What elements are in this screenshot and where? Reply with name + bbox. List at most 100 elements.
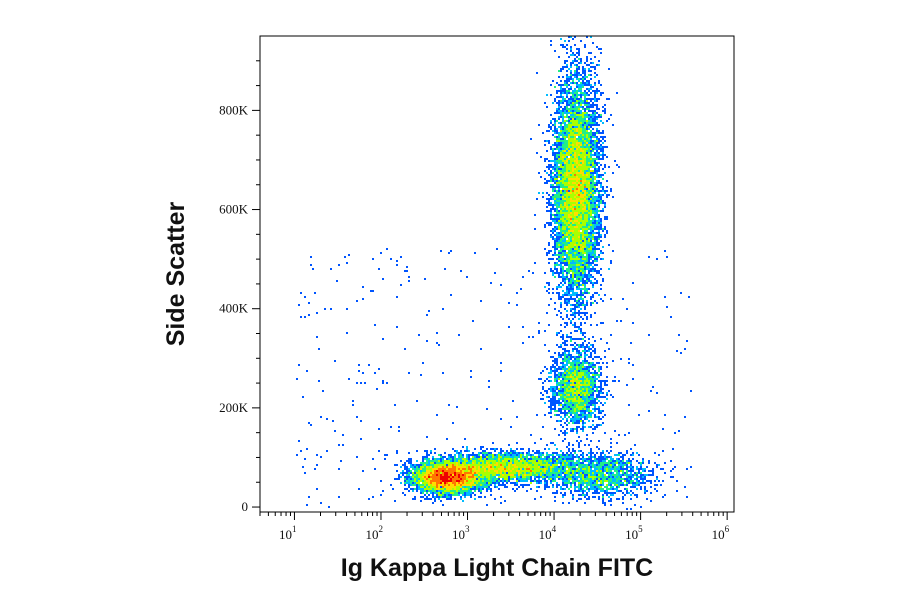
event-dot bbox=[556, 448, 558, 450]
event-dot bbox=[594, 116, 596, 118]
event-dot bbox=[558, 264, 560, 266]
event-dot bbox=[582, 122, 584, 124]
event-dot bbox=[596, 90, 598, 92]
event-dot bbox=[568, 256, 570, 258]
event-dot bbox=[550, 234, 552, 236]
event-dot bbox=[596, 206, 598, 208]
event-dot bbox=[590, 180, 592, 182]
event-dot bbox=[566, 96, 568, 98]
event-dot bbox=[574, 192, 576, 194]
event-dot bbox=[566, 462, 568, 464]
event-dot bbox=[584, 252, 586, 254]
event-dot bbox=[462, 482, 464, 484]
event-dot bbox=[576, 52, 578, 54]
event-dot bbox=[574, 258, 576, 260]
event-dot bbox=[566, 256, 568, 258]
event-dot bbox=[582, 312, 584, 314]
event-dot bbox=[546, 472, 548, 474]
event-dot bbox=[560, 462, 562, 464]
event-dot bbox=[576, 418, 578, 420]
event-dot bbox=[456, 486, 458, 488]
event-dot bbox=[584, 288, 586, 290]
event-dot bbox=[554, 152, 556, 154]
event-dot bbox=[542, 452, 544, 454]
event-dot bbox=[560, 176, 562, 178]
event-dot bbox=[598, 80, 600, 82]
event-dot bbox=[508, 472, 510, 474]
event-dot bbox=[580, 160, 582, 162]
event-dot bbox=[580, 302, 582, 304]
event-dot bbox=[570, 212, 572, 214]
event-dot bbox=[534, 262, 536, 264]
event-dot bbox=[598, 152, 600, 154]
event-dot bbox=[588, 110, 590, 112]
event-dot bbox=[492, 470, 494, 472]
event-dot bbox=[584, 178, 586, 180]
event-dot bbox=[574, 168, 576, 170]
event-dot bbox=[556, 174, 558, 176]
event-dot bbox=[560, 94, 562, 96]
event-dot bbox=[458, 494, 460, 496]
event-dot bbox=[570, 256, 572, 258]
event-dot bbox=[460, 458, 462, 460]
event-dot bbox=[586, 116, 588, 118]
event-dot bbox=[552, 204, 554, 206]
event-dot bbox=[562, 272, 564, 274]
event-dot bbox=[580, 144, 582, 146]
event-dot bbox=[486, 490, 488, 492]
event-dot bbox=[574, 304, 576, 306]
event-dot bbox=[560, 252, 562, 254]
event-dot bbox=[458, 480, 460, 482]
event-dot bbox=[588, 128, 590, 130]
event-dot bbox=[596, 124, 598, 126]
event-dot bbox=[566, 82, 568, 84]
event-dot bbox=[590, 158, 592, 160]
event-dot bbox=[582, 214, 584, 216]
event-dot bbox=[492, 478, 494, 480]
event-dot bbox=[510, 452, 512, 454]
event-dot bbox=[568, 288, 570, 290]
event-dot bbox=[584, 78, 586, 80]
event-dot bbox=[552, 254, 554, 256]
event-dot bbox=[600, 146, 602, 148]
event-dot bbox=[496, 466, 498, 468]
event-dot bbox=[454, 454, 456, 456]
event-dot bbox=[582, 334, 584, 336]
event-dot bbox=[562, 188, 564, 190]
event-dot bbox=[570, 406, 572, 408]
event-dot bbox=[562, 238, 564, 240]
event-dot bbox=[508, 456, 510, 458]
event-dot bbox=[560, 408, 562, 410]
event-dot bbox=[484, 460, 486, 462]
event-dot bbox=[584, 372, 586, 374]
event-dot bbox=[572, 74, 574, 76]
event-dot bbox=[550, 372, 552, 374]
event-dot bbox=[584, 218, 586, 220]
event-dot bbox=[574, 346, 576, 348]
event-dot bbox=[560, 200, 562, 202]
event-dot bbox=[550, 186, 552, 188]
event-dot bbox=[570, 36, 572, 38]
event-dot bbox=[544, 182, 546, 184]
event-dot bbox=[586, 312, 588, 314]
event-dot bbox=[490, 464, 492, 466]
event-dot bbox=[582, 92, 584, 94]
event-dot bbox=[572, 376, 574, 378]
event-dot bbox=[576, 194, 578, 196]
event-dot bbox=[504, 456, 506, 458]
event-dot bbox=[434, 466, 436, 468]
event-dot bbox=[578, 128, 580, 130]
event-dot bbox=[426, 490, 428, 492]
event-dot bbox=[380, 480, 382, 482]
event-dot bbox=[412, 484, 414, 486]
event-dot bbox=[484, 464, 486, 466]
event-dot bbox=[502, 454, 504, 456]
event-dot bbox=[602, 422, 604, 424]
event-dot bbox=[586, 200, 588, 202]
event-dot bbox=[578, 186, 580, 188]
event-dot bbox=[562, 452, 564, 454]
event-dot bbox=[568, 260, 570, 262]
event-dot bbox=[562, 466, 564, 468]
event-dot bbox=[592, 146, 594, 148]
event-dot bbox=[474, 448, 476, 450]
